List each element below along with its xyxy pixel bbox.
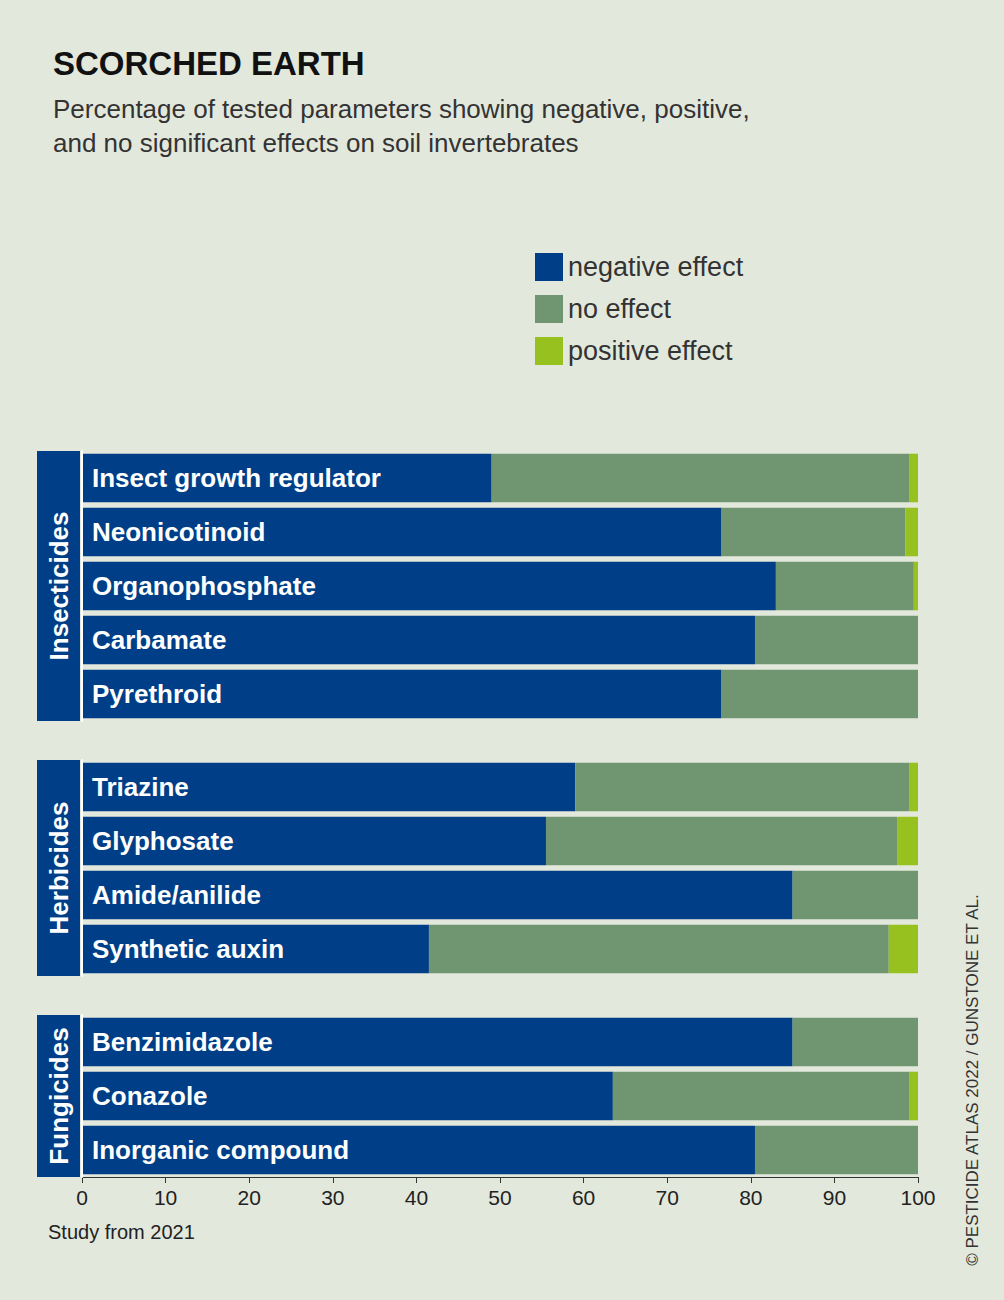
svg-text:80: 80 (739, 1186, 762, 1209)
svg-text:© PESTICIDE ATLAS 2022 / GUNST: © PESTICIDE ATLAS 2022 / GUNSTONE ET AL. (963, 894, 982, 1266)
svg-text:and no significant effects on: and no significant effects on soil inver… (53, 128, 579, 158)
svg-text:Pyrethroid: Pyrethroid (92, 679, 222, 709)
svg-text:40: 40 (405, 1186, 428, 1209)
svg-text:100: 100 (900, 1186, 935, 1209)
svg-text:60: 60 (572, 1186, 595, 1209)
svg-text:0: 0 (76, 1186, 88, 1209)
svg-text:20: 20 (238, 1186, 261, 1209)
svg-text:positive effect: positive effect (568, 336, 733, 366)
svg-text:Synthetic auxin: Synthetic auxin (92, 934, 284, 964)
svg-text:Amide/anilide: Amide/anilide (92, 880, 261, 910)
svg-text:90: 90 (823, 1186, 846, 1209)
svg-text:Glyphosate: Glyphosate (92, 826, 234, 856)
svg-text:no effect: no effect (568, 294, 672, 324)
svg-text:Triazine: Triazine (92, 772, 189, 802)
svg-text:Carbamate: Carbamate (92, 625, 226, 655)
svg-text:Benzimidazole: Benzimidazole (92, 1027, 273, 1057)
svg-text:30: 30 (321, 1186, 344, 1209)
svg-text:SCORCHED EARTH: SCORCHED EARTH (53, 45, 365, 82)
svg-text:50: 50 (488, 1186, 511, 1209)
svg-text:10: 10 (154, 1186, 177, 1209)
svg-text:Herbicides: Herbicides (44, 802, 74, 935)
svg-text:Organophosphate: Organophosphate (92, 571, 316, 601)
svg-text:Study from 2021: Study from 2021 (48, 1221, 195, 1243)
svg-text:Percentage of tested parameter: Percentage of tested parameters showing … (53, 94, 757, 124)
svg-text:Insecticides: Insecticides (44, 512, 74, 661)
svg-text:Inorganic compound: Inorganic compound (92, 1135, 349, 1165)
svg-text:Conazole: Conazole (92, 1081, 208, 1111)
svg-text:negative effect: negative effect (568, 252, 744, 282)
svg-text:Insect growth regulator: Insect growth regulator (92, 463, 381, 493)
svg-text:70: 70 (656, 1186, 679, 1209)
svg-text:Fungicides: Fungicides (44, 1027, 74, 1164)
svg-text:Neonicotinoid: Neonicotinoid (92, 517, 265, 547)
